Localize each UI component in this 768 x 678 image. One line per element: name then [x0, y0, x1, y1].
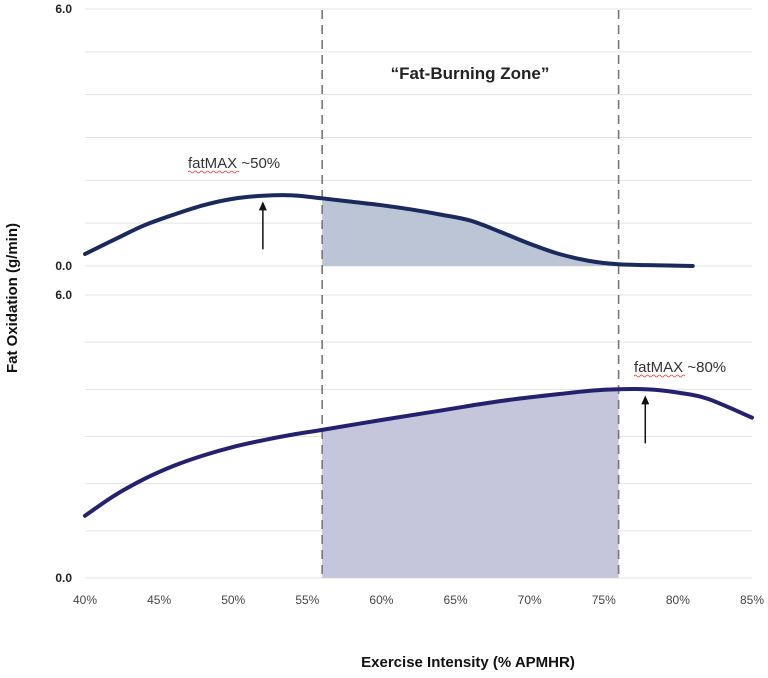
y-tick-label: 6.0	[55, 288, 72, 302]
fat-burning-zone-fill	[322, 389, 619, 578]
zone-label: “Fat-Burning Zone”	[391, 64, 550, 83]
x-tick-label: 40%	[73, 593, 97, 607]
fat-burning-zone-fill	[322, 198, 619, 266]
x-tick-label: 45%	[147, 593, 171, 607]
fatmax-annotation: fatMAX ~50%	[188, 155, 280, 172]
y-axis-label: Fat Oxidation (g/min)	[4, 223, 21, 373]
y-tick-label: 0.0	[55, 259, 72, 273]
x-tick-label: 55%	[295, 593, 319, 607]
x-tick-label: 80%	[666, 593, 690, 607]
x-tick-label: 70%	[518, 593, 542, 607]
arrowhead-icon	[258, 201, 267, 211]
spellcheck-underline	[633, 374, 686, 378]
fat-oxidation-curve	[83, 193, 695, 268]
spellcheck-underline	[187, 170, 240, 174]
y-tick-label: 0.0	[55, 571, 72, 585]
fat-oxidation-curve	[83, 387, 754, 518]
arrowhead-icon	[641, 395, 650, 405]
x-tick-label: 75%	[592, 593, 616, 607]
fatmax-annotation: fatMAX ~80%	[634, 359, 726, 376]
x-tick-label: 60%	[369, 593, 393, 607]
x-tick-label: 65%	[444, 593, 468, 607]
x-tick-label: 50%	[221, 593, 245, 607]
x-tick-label: 85%	[740, 593, 764, 607]
y-tick-label: 6.0	[55, 2, 72, 16]
x-axis-label: Exercise Intensity (% APMHR)	[361, 654, 575, 671]
